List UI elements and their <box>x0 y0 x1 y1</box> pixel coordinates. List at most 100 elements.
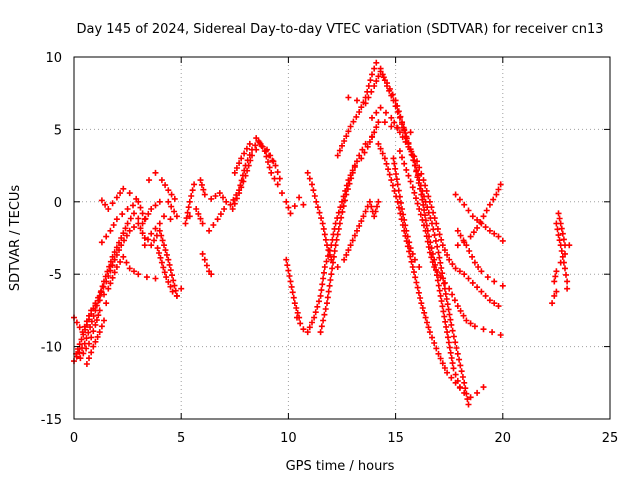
data-point <box>385 166 392 173</box>
data-point <box>200 186 207 193</box>
data-point <box>326 282 333 289</box>
data-point <box>469 279 476 286</box>
data-point <box>561 265 568 272</box>
data-point <box>409 250 416 257</box>
data-point <box>443 323 450 330</box>
data-point <box>497 181 504 188</box>
data-point <box>461 379 468 386</box>
data-point <box>347 242 354 249</box>
data-point <box>354 97 361 104</box>
data-point <box>482 292 489 299</box>
data-point <box>193 206 200 213</box>
data-point <box>356 222 363 229</box>
data-point <box>83 335 90 342</box>
data-point <box>83 321 90 328</box>
data-point <box>321 231 328 238</box>
data-point <box>170 277 177 284</box>
data-point <box>83 345 90 352</box>
data-point <box>109 262 116 269</box>
data-point <box>165 256 172 263</box>
data-point <box>151 237 158 244</box>
data-point <box>325 288 332 295</box>
data-point <box>325 253 332 260</box>
data-point <box>168 191 175 198</box>
data-point <box>467 320 474 327</box>
data-point <box>111 256 118 263</box>
data-point <box>129 202 136 209</box>
data-point <box>433 220 440 227</box>
data-point <box>566 242 573 249</box>
data-point <box>410 157 417 164</box>
data-point <box>289 289 296 296</box>
data-point <box>323 258 330 265</box>
data-point <box>212 193 219 200</box>
data-point <box>551 278 558 285</box>
data-point <box>241 150 248 157</box>
data-point <box>107 267 114 274</box>
data-point <box>480 326 487 333</box>
data-point <box>449 261 456 268</box>
data-point <box>304 169 311 176</box>
data-point <box>287 210 294 217</box>
data-point <box>454 350 461 357</box>
data-point <box>383 160 390 167</box>
data-point <box>197 215 204 222</box>
series-track-22 <box>369 104 502 310</box>
data-point <box>90 343 97 350</box>
data-point <box>456 196 463 203</box>
data-point <box>101 291 108 298</box>
data-point <box>467 394 474 401</box>
data-point <box>162 182 169 189</box>
data-point <box>397 199 404 206</box>
series-track-6 <box>98 185 140 213</box>
data-point <box>195 210 202 217</box>
data-point <box>135 215 142 222</box>
x-tick-label: 25 <box>602 431 619 446</box>
data-point <box>341 137 348 144</box>
data-point <box>445 339 452 346</box>
data-point <box>380 74 387 81</box>
data-point <box>231 200 238 207</box>
data-point <box>377 145 384 152</box>
data-point <box>238 155 245 162</box>
data-point <box>208 195 215 202</box>
data-point <box>396 204 403 211</box>
data-point <box>396 129 403 136</box>
data-point <box>362 140 369 147</box>
data-point <box>451 297 458 304</box>
data-point <box>495 233 502 240</box>
data-point <box>104 268 111 275</box>
data-point <box>311 193 318 200</box>
data-point <box>262 148 269 155</box>
data-point <box>414 158 421 165</box>
data-point <box>449 291 456 298</box>
data-point <box>145 210 152 217</box>
data-point <box>428 204 435 211</box>
data-point <box>141 216 148 223</box>
data-point <box>421 222 428 229</box>
data-point <box>419 216 426 223</box>
data-point <box>121 237 128 244</box>
data-point <box>416 263 423 270</box>
series-track-17 <box>304 169 382 270</box>
data-point <box>438 236 445 243</box>
data-point <box>448 321 455 328</box>
data-point <box>397 113 404 120</box>
data-point <box>191 181 198 188</box>
data-point <box>93 317 100 324</box>
data-point <box>137 204 144 211</box>
data-point <box>480 384 487 391</box>
data-point <box>334 263 341 270</box>
data-point <box>465 275 472 282</box>
data-point <box>287 278 294 285</box>
data-point <box>98 197 105 204</box>
data-point <box>161 269 168 276</box>
data-point <box>421 207 428 214</box>
data-point <box>98 239 105 246</box>
data-point <box>434 269 441 276</box>
data-point <box>402 138 409 145</box>
data-point <box>237 182 244 189</box>
data-point <box>143 274 150 281</box>
x-tick-label: 0 <box>70 431 78 446</box>
data-point <box>475 263 482 270</box>
